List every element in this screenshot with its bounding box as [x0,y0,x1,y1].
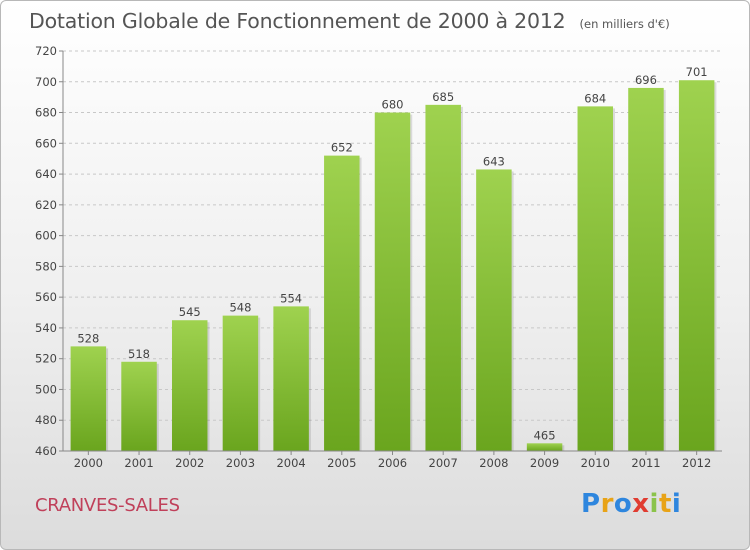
x-tick-label: 2000 [74,456,103,470]
x-tick-label: 2005 [327,456,356,470]
x-tick-label: 2009 [530,456,559,470]
x-tick-label: 2011 [631,456,660,470]
bar-2001 [121,361,157,451]
y-tick-label: 680 [35,106,57,120]
y-tick-label: 500 [35,382,57,396]
chart-title: Dotation Globale de Fonctionnement de 20… [29,9,670,33]
bar-2012 [678,80,715,451]
y-tick-label: 640 [35,167,57,181]
bar-2006 [374,112,411,452]
bar-2000 [70,346,107,451]
y-tick-label: 660 [35,136,57,150]
x-tick-label: 2006 [378,456,407,470]
place-name: CRANVES-SALES [35,495,180,516]
bar-value-label: 545 [179,305,201,319]
bar-2007 [425,104,461,451]
x-tick-label: 2008 [479,456,508,470]
axis-layer: 460 480 500 520 540 560 580 600 620 640 660 680 700 7… [35,44,722,470]
chart-subtitle: (en milliers d'€) [579,17,670,31]
bar-2003 [222,315,259,451]
y-tick-label: 600 [35,229,57,243]
x-tick-label: 2004 [276,456,305,470]
bar-value-label: 643 [483,154,505,168]
bar-value-label: 528 [77,331,99,345]
logo-letter: t [658,489,672,519]
bar-value-label: 518 [128,347,150,361]
bar-2005 [324,155,360,451]
bar-2011 [628,87,664,451]
bar-value-label: 684 [584,91,606,105]
x-tick-label: 2010 [581,456,610,470]
bar-2009 [526,443,563,451]
y-tick-label: 540 [35,321,57,335]
bar-2002 [171,320,208,451]
y-tick-label: 700 [35,75,57,89]
logo-letter: P [581,489,601,519]
y-tick-label: 620 [35,198,57,212]
bar-value-label: 554 [280,291,302,305]
bar-value-label: 701 [686,65,708,79]
bar-layer: 528 518 545 548 554 652 680 685 643 465 684 696 701 [70,65,717,452]
bar-2008 [476,169,512,451]
bar-value-label: 680 [382,98,404,112]
y-tick-label: 480 [35,413,57,427]
y-tick-label: 580 [35,259,57,273]
bar-value-label: 652 [331,141,353,155]
logo-letter: r [600,489,614,519]
bar-2010 [577,106,614,451]
logo-letter: o [613,489,633,519]
x-tick-label: 2003 [226,456,255,470]
chart-title-text: Dotation Globale de Fonctionnement de 20… [29,9,566,33]
proxiti-logo: Proxiti [581,489,681,519]
x-tick-label: 2012 [682,456,711,470]
y-tick-label: 560 [35,290,57,304]
y-tick-label: 520 [35,352,57,366]
bar-value-label: 465 [534,428,556,442]
logo-letter: x [632,489,650,519]
logo-letter: i [649,489,659,519]
bar-value-label: 548 [229,301,251,315]
logo-letter: i [671,489,682,519]
x-tick-label: 2002 [175,456,204,470]
bar-value-label: 696 [635,73,657,87]
y-tick-label: 720 [35,44,57,58]
x-tick-label: 2007 [429,456,458,470]
y-tick-label: 460 [35,444,57,458]
bar-2004 [273,306,309,451]
x-tick-label: 2001 [124,456,153,470]
bar-value-label: 685 [432,90,454,104]
